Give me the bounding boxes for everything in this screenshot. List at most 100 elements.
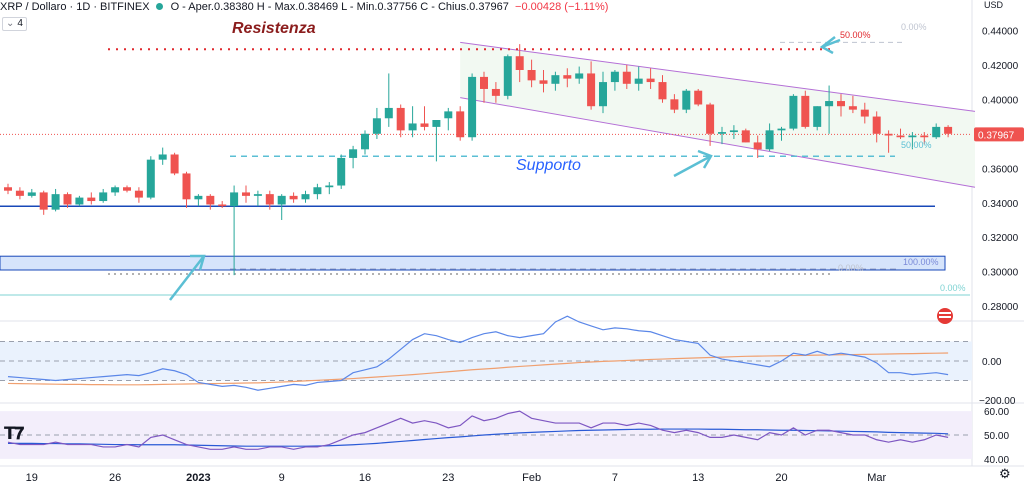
rsi-ma-line — [8, 428, 949, 447]
candle-body — [468, 76, 477, 138]
price-tick-label: 0.28000 — [982, 302, 1019, 313]
time-tick-label: 2023 — [186, 472, 210, 484]
time-tick-label: 9 — [279, 472, 285, 484]
candle-body — [741, 130, 750, 143]
rsi-tick-label: 60.00 — [984, 407, 1009, 418]
candle-body — [75, 197, 84, 205]
time-tick-label: 20 — [775, 472, 787, 484]
candle-body — [372, 118, 381, 134]
cci-line — [7, 315, 949, 391]
price-tick-label: 0.36000 — [982, 164, 1019, 175]
candle-body — [837, 101, 845, 107]
candle-body — [146, 159, 155, 198]
currency-label[interactable]: USD — [984, 0, 1004, 10]
candle-body — [349, 149, 358, 158]
fib-label: 50.00% — [840, 30, 871, 40]
candle-body — [123, 187, 131, 191]
candle-body — [848, 106, 857, 110]
candle-body — [396, 107, 405, 131]
arrow-icon — [169, 254, 206, 301]
candle-body — [337, 157, 346, 186]
candle-body — [527, 70, 536, 81]
candle-body — [587, 73, 596, 107]
us-flag-icon — [939, 316, 951, 318]
fib-label: 0.00% — [940, 283, 966, 293]
candle-body — [39, 192, 48, 210]
candle-body — [218, 204, 227, 207]
arrow-icon — [819, 36, 841, 55]
cci-tick-label: −200.00 — [979, 396, 1016, 407]
candle-body — [706, 104, 715, 134]
rsi-tick-label: 50.00 — [984, 431, 1009, 442]
candle-body — [718, 132, 726, 134]
candle-body — [563, 75, 572, 79]
candle-body — [539, 80, 548, 84]
candle-body — [432, 120, 441, 127]
candle-body — [896, 135, 905, 138]
time-tick-label: Feb — [522, 472, 541, 484]
cci-tick-label: 0.00 — [982, 357, 1002, 368]
candle-body — [111, 187, 120, 193]
candle-body — [4, 187, 12, 191]
candle-body — [206, 195, 215, 205]
candle-body — [872, 116, 881, 134]
time-tick-label: 26 — [109, 472, 121, 484]
candle-body — [480, 76, 488, 89]
time-tick-label: 7 — [612, 472, 618, 484]
last-price-label: 0.37967 — [978, 130, 1015, 141]
gear-icon[interactable]: ⚙ — [999, 466, 1011, 481]
candle-body — [825, 101, 834, 107]
ohlc-values: O - Aper.0.38380 H - Max.0.38469 L - Min… — [170, 1, 509, 13]
arrow-icon — [673, 149, 713, 178]
market-status-icon — [155, 3, 163, 10]
candle-body — [860, 109, 869, 117]
price-change: −0.00428 (−1.11%) — [515, 1, 609, 13]
candle-body — [944, 126, 953, 134]
candle-body — [908, 135, 917, 138]
candle-body — [99, 192, 108, 202]
time-tick-label: 19 — [26, 472, 38, 484]
candle-body — [789, 95, 798, 129]
candle-body — [194, 195, 203, 200]
candle-body — [158, 154, 167, 160]
candle-body — [325, 185, 334, 188]
candle-body — [408, 123, 417, 131]
price-tick-label: 0.42000 — [982, 61, 1019, 72]
candle-body — [551, 75, 560, 84]
candle-body — [634, 78, 643, 84]
rsi-tick-label: 40.00 — [984, 455, 1009, 466]
price-tick-label: 0.40000 — [982, 95, 1019, 106]
candle-body — [134, 190, 143, 198]
candle-body — [503, 56, 512, 96]
channel-upper-line — [460, 41, 976, 112]
candle-body — [932, 126, 941, 138]
candle-body — [884, 133, 893, 136]
candle-body — [15, 190, 24, 196]
candle-body — [384, 107, 393, 119]
candle-body — [694, 90, 703, 105]
channel-lower-line — [460, 97, 976, 188]
fib-label: 100.00% — [903, 257, 939, 267]
candle-body — [599, 82, 607, 107]
indicator-count: 4 — [17, 18, 23, 29]
symbol-label[interactable]: XRP / Dollaro · 1D · BITFINEX — [0, 1, 150, 13]
fib-label: 0.00% — [901, 22, 927, 32]
candle-body — [456, 111, 465, 138]
tradingview-logo-icon: T𝟕 — [4, 424, 24, 444]
time-tick-label: 16 — [359, 472, 371, 484]
candle-body — [753, 142, 762, 150]
support-zone — [0, 255, 946, 271]
indicators-toggle[interactable]: ⌄ 4 — [2, 17, 27, 31]
candle-body — [265, 194, 274, 205]
candle-body — [920, 135, 929, 138]
candle-body — [289, 195, 298, 200]
candle-body — [622, 71, 631, 84]
candle-body — [230, 192, 239, 207]
resistance-label: Resistenza — [232, 20, 316, 37]
candle-body — [646, 78, 655, 83]
candle-body — [444, 111, 453, 119]
candle-body — [182, 173, 191, 200]
us-flag-icon — [939, 312, 951, 314]
candle-body — [301, 194, 310, 200]
